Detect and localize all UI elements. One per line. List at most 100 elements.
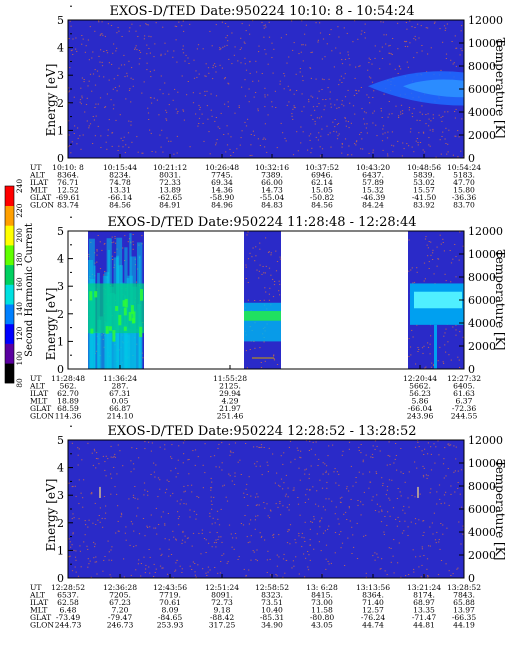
noise-speck <box>368 96 370 98</box>
noise-speck <box>260 362 262 363</box>
noise-speck <box>227 133 229 135</box>
noise-speck <box>352 534 354 536</box>
noise-speck <box>397 562 399 564</box>
noise-speck <box>381 46 383 48</box>
noise-speck <box>247 299 249 301</box>
noise-speck <box>299 456 301 458</box>
noise-speck <box>364 32 366 33</box>
noise-speck <box>238 105 240 107</box>
noise-speck <box>341 496 343 498</box>
ephemeris-row-label: ALT <box>29 382 45 391</box>
noise-speck <box>321 78 324 80</box>
noise-speck <box>180 499 182 501</box>
noise-speck <box>354 77 356 79</box>
ephemeris-value: 84.56 <box>311 201 333 210</box>
noise-speck <box>191 491 193 493</box>
noise-speck <box>210 93 212 95</box>
noise-speck <box>345 511 347 513</box>
noise-speck <box>187 81 189 82</box>
noise-speck <box>217 539 219 540</box>
noise-speck <box>461 50 463 52</box>
noise-speck <box>137 507 139 509</box>
noise-speck <box>71 141 73 143</box>
noise-speck <box>341 103 343 105</box>
ephemeris-value: 57.89 <box>362 178 384 187</box>
noise-speck <box>350 465 352 467</box>
noise-speck <box>150 474 152 475</box>
noise-speck <box>159 134 161 136</box>
noise-speck <box>96 250 98 252</box>
noise-speck <box>339 501 342 503</box>
noise-speck <box>253 96 255 98</box>
noise-speck <box>227 82 229 84</box>
noise-speck <box>462 245 464 247</box>
noise-speck <box>70 50 72 52</box>
noise-speck <box>87 548 89 550</box>
noise-speck <box>175 562 177 564</box>
noise-speck <box>298 532 300 534</box>
noise-speck <box>148 566 150 568</box>
ephemeris-value: 10:43:20 <box>356 163 390 172</box>
noise-speck <box>167 50 169 52</box>
noise-speck <box>432 533 434 535</box>
noise-speck <box>457 482 459 483</box>
noise-speck <box>262 138 264 140</box>
noise-speck <box>399 520 401 522</box>
noise-speck <box>414 518 417 520</box>
noise-speck <box>106 52 109 54</box>
noise-speck <box>276 147 278 149</box>
noise-speck <box>124 532 126 534</box>
noise-speck <box>279 258 282 260</box>
noise-speck <box>451 41 453 42</box>
noise-speck <box>255 504 257 506</box>
noise-speck <box>221 469 223 471</box>
noise-speck <box>233 54 235 56</box>
noise-speck <box>344 117 346 119</box>
noise-speck <box>224 77 226 79</box>
noise-speck <box>255 60 257 62</box>
noise-speck <box>423 280 425 282</box>
noise-speck <box>86 120 88 122</box>
noise-speck <box>265 237 267 239</box>
noise-speck <box>218 443 220 445</box>
noise-speck <box>310 521 312 523</box>
noise-speck <box>259 465 261 467</box>
noise-speck <box>349 520 351 522</box>
noise-speck <box>428 545 430 547</box>
noise-speck <box>244 42 246 44</box>
noise-speck <box>92 73 95 75</box>
noise-speck <box>238 556 240 558</box>
noise-speck <box>282 132 284 134</box>
noise-speck <box>356 522 358 524</box>
noise-speck <box>261 446 263 448</box>
noise-speck <box>102 570 104 572</box>
noise-speck <box>398 117 400 118</box>
flux-column <box>94 331 100 369</box>
noise-speck <box>346 488 348 490</box>
noise-speck <box>193 77 196 79</box>
ephemeris-value: 0.05 <box>112 397 129 406</box>
noise-speck <box>221 462 223 464</box>
noise-speck <box>257 110 259 112</box>
noise-speck <box>284 495 287 497</box>
ephemeris-value: 84.24 <box>362 201 384 210</box>
noise-speck <box>447 341 449 343</box>
ephemeris-row-label: GLAT <box>30 404 51 413</box>
noise-speck <box>276 575 278 577</box>
noise-speck <box>411 329 413 331</box>
ephemeris-value: 10:15:44 <box>103 163 137 172</box>
ephemeris-value: 317.25 <box>209 621 236 630</box>
noise-speck <box>203 140 205 142</box>
noise-speck <box>414 446 417 448</box>
noise-speck <box>237 461 239 463</box>
noise-speck <box>362 148 364 150</box>
noise-speck <box>224 23 227 24</box>
noise-speck <box>147 107 149 109</box>
ephemeris-value: 21.97 <box>219 404 241 413</box>
noise-speck <box>184 535 186 537</box>
noise-speck <box>360 33 362 35</box>
noise-speck <box>339 79 341 81</box>
noise-speck <box>164 82 166 84</box>
noise-speck <box>187 537 189 539</box>
noise-speck <box>210 489 212 491</box>
